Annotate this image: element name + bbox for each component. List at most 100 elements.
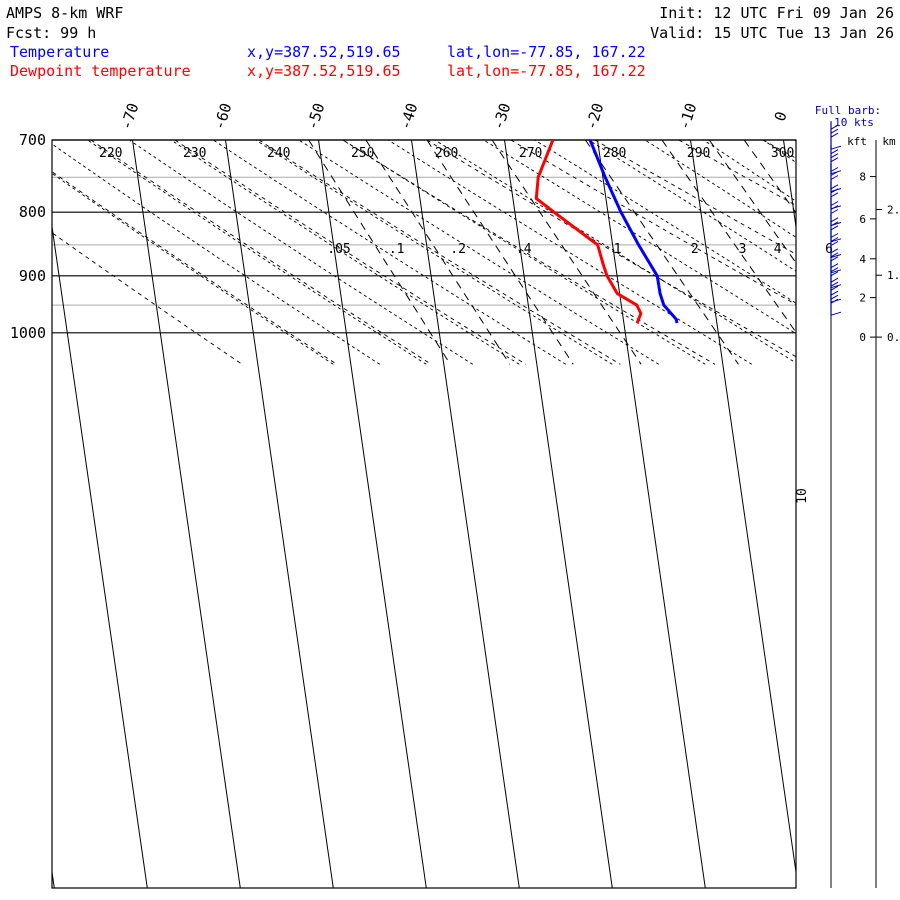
isotherm-label: -20 xyxy=(582,101,607,132)
wind-barb-foot xyxy=(830,254,842,258)
wind-barbs xyxy=(830,121,842,316)
kft-label: 8 xyxy=(859,171,866,184)
moist-adiabat xyxy=(703,140,796,202)
major-isobars xyxy=(52,139,796,334)
dry-adiabat-label: 220 xyxy=(99,146,122,161)
dry-adiabat-210 xyxy=(52,171,338,365)
wind-barb-flag xyxy=(830,256,839,262)
isotherm--70 xyxy=(132,140,241,888)
wind-barb-foot xyxy=(830,311,842,316)
isotherm-label: 0 xyxy=(771,109,791,123)
wind-barb-flag xyxy=(830,298,839,304)
pressure-label: 800 xyxy=(19,203,46,221)
mixing-ratio-line-.2 xyxy=(426,140,574,365)
forecast-hour: Fcst: 99 h xyxy=(6,24,96,42)
wind-barb-flag xyxy=(830,237,839,242)
wind-barb-flag xyxy=(830,263,839,269)
dry-adiabat-280 xyxy=(594,140,796,255)
wind-barb-flag xyxy=(830,175,839,180)
mixing-ratio-label: .2 xyxy=(450,242,466,257)
isotherm-label: -50 xyxy=(303,101,328,132)
isotherm-10 xyxy=(877,140,900,888)
wind-barb-flag xyxy=(830,124,839,130)
moist-adiabat xyxy=(588,140,796,272)
wind-barb-flag xyxy=(830,209,839,214)
dry-adiabat-240 xyxy=(258,140,621,365)
wind-barb-flag xyxy=(830,167,839,172)
dewpoint-line xyxy=(534,140,643,324)
isotherm--80 xyxy=(52,223,148,888)
wind-barb-flag xyxy=(830,132,839,138)
dry-adiabat-220 xyxy=(90,140,432,365)
isotherm-label: -30 xyxy=(489,101,514,132)
wind-panel: Full barb: 10 kts kft km 8 6 4 2 0 2. 1. 0. xyxy=(815,104,900,888)
moist-adiabat xyxy=(129,140,474,365)
mixing-ratio-label: 3 xyxy=(739,242,747,257)
wind-barb-flag xyxy=(830,128,839,134)
dry-adiabat-label: 290 xyxy=(687,146,710,161)
wind-barb-flag xyxy=(830,241,839,246)
wind-barb-flag xyxy=(830,290,839,296)
wind-barb-flag xyxy=(830,153,839,159)
wind-barb-flag xyxy=(830,294,839,300)
mixing-ratio-label: .05 xyxy=(327,242,350,257)
moist-adiabat xyxy=(644,140,796,238)
pressure-label: 900 xyxy=(19,267,46,285)
isotherm-0 xyxy=(783,140,796,231)
height-ticks: 8 6 4 2 0 2. 1. 0. xyxy=(859,171,900,345)
legend-dewpoint-latlon: lat,lon=-77.85, 167.22 xyxy=(447,62,646,80)
wind-barb-flag xyxy=(830,192,839,198)
moist-adiabat xyxy=(534,140,796,304)
moist-adiabat xyxy=(52,172,334,365)
temperature-line xyxy=(588,140,679,324)
barb-legend-units: 10 kts xyxy=(834,116,874,129)
isotherm--10 xyxy=(690,140,796,876)
legend: Temperature x,y=387.52,519.65 lat,lon=-7… xyxy=(10,43,646,80)
isotherm-label: -70 xyxy=(117,101,142,132)
wind-barb-flag xyxy=(830,225,839,231)
wind-barb-flag xyxy=(830,271,839,277)
legend-dewpoint-xy: x,y=387.52,519.65 xyxy=(247,62,401,80)
km-axis-label: km xyxy=(882,135,896,148)
pressure-label: 700 xyxy=(19,131,46,149)
wind-barb-flag xyxy=(830,217,839,223)
wind-barb-flag xyxy=(830,184,839,190)
wind-barb-flag xyxy=(830,188,839,194)
kft-label: 6 xyxy=(859,213,866,226)
mixing-ratio-line-.1 xyxy=(365,140,511,365)
mixing-ratio-line-1 xyxy=(584,140,739,365)
moist-adiabat xyxy=(483,140,796,335)
wind-barb-foot xyxy=(830,238,842,243)
wind-barb-flag xyxy=(830,205,839,210)
barb-legend-title: Full barb: xyxy=(815,104,881,117)
kft-label: 2 xyxy=(859,292,866,305)
wind-barb-flag xyxy=(830,248,839,254)
init-time: Init: 12 UTC Fri 09 Jan 26 xyxy=(659,4,894,22)
dry-adiabat-label: 250 xyxy=(351,146,374,161)
wind-barb-flag xyxy=(830,149,839,155)
km-label: 2. xyxy=(887,204,900,217)
moist-adiabat xyxy=(434,140,796,364)
isotherm--20 xyxy=(597,140,706,888)
dry-adiabat-290 xyxy=(678,140,796,206)
isotherm-label: -60 xyxy=(210,101,235,132)
kft-label: 0 xyxy=(859,331,866,344)
isotherms xyxy=(52,140,900,888)
isotherm--50 xyxy=(318,140,427,888)
mixing-ratio-label: 1 xyxy=(614,242,622,257)
wind-barb-flag xyxy=(830,157,839,163)
dry-adiabat-label: 260 xyxy=(435,146,458,161)
legend-temperature-label: Temperature xyxy=(10,43,109,61)
dry-adiabat-label: 240 xyxy=(267,146,290,161)
legend-temperature-xy: x,y=387.52,519.65 xyxy=(247,43,401,61)
mixing-ratio-label: .4 xyxy=(516,242,532,257)
moist-adiabat xyxy=(52,143,381,365)
isotherm--60 xyxy=(225,140,334,888)
mixing-ratio-line-6 xyxy=(794,140,796,143)
wind-barb-foot xyxy=(830,269,842,274)
isotherm-label: -10 xyxy=(675,101,700,132)
km-label: 1. xyxy=(887,269,900,282)
wind-barb-flag xyxy=(830,171,839,176)
